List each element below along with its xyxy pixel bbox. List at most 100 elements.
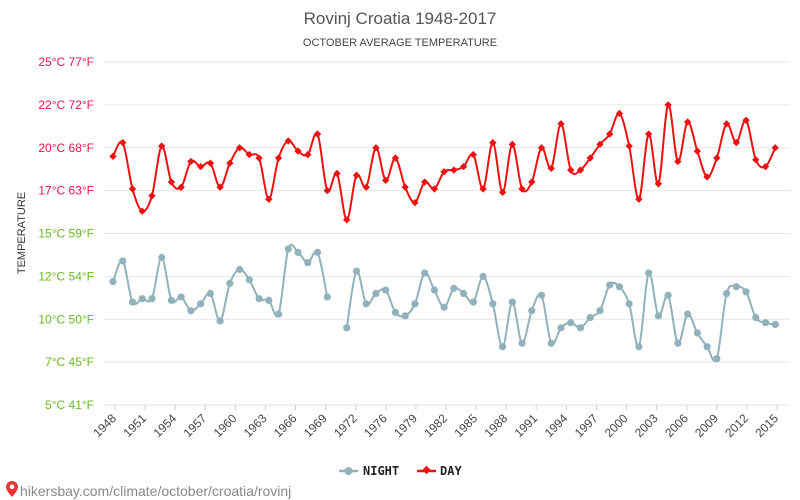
- data-point-night[interactable]: [109, 277, 117, 286]
- data-point-night[interactable]: [313, 248, 322, 256]
- data-point-night[interactable]: [197, 300, 205, 308]
- data-point-day[interactable]: [274, 154, 283, 162]
- data-point-night[interactable]: [148, 295, 156, 303]
- data-point-night[interactable]: [674, 339, 682, 347]
- data-point-night[interactable]: [216, 317, 224, 325]
- data-point-night[interactable]: [722, 289, 731, 298]
- data-point-day[interactable]: [498, 188, 507, 197]
- data-point-night[interactable]: [401, 312, 409, 320]
- data-point-day[interactable]: [177, 183, 185, 191]
- data-point-day[interactable]: [304, 150, 312, 159]
- data-point-night[interactable]: [576, 324, 585, 332]
- data-point-day[interactable]: [333, 169, 341, 178]
- data-point-night[interactable]: [528, 307, 536, 315]
- data-point-night[interactable]: [684, 310, 692, 318]
- data-point-day[interactable]: [518, 185, 526, 193]
- data-point-day[interactable]: [722, 120, 731, 128]
- data-point-day[interactable]: [674, 157, 682, 166]
- data-point-night[interactable]: [469, 298, 477, 306]
- data-point-day[interactable]: [167, 178, 176, 186]
- data-point-night[interactable]: [742, 288, 750, 296]
- data-point-night[interactable]: [294, 248, 302, 256]
- data-point-day[interactable]: [196, 162, 205, 171]
- data-point-night[interactable]: [450, 284, 458, 292]
- data-point-night[interactable]: [596, 307, 604, 315]
- data-point-day[interactable]: [771, 144, 779, 152]
- data-point-night[interactable]: [236, 265, 244, 274]
- data-point-day[interactable]: [644, 130, 653, 138]
- data-point-night[interactable]: [615, 283, 624, 291]
- data-point-day[interactable]: [343, 216, 351, 224]
- data-point-night[interactable]: [206, 289, 214, 298]
- data-point-day[interactable]: [401, 183, 409, 191]
- data-point-night[interactable]: [606, 281, 614, 289]
- data-point-night[interactable]: [635, 343, 643, 351]
- data-point-night[interactable]: [226, 279, 234, 287]
- data-point-day[interactable]: [459, 162, 468, 171]
- data-point-night[interactable]: [625, 300, 633, 308]
- data-point-day[interactable]: [128, 185, 137, 193]
- data-point-day[interactable]: [411, 198, 419, 207]
- data-point-night[interactable]: [167, 296, 176, 304]
- data-point-night[interactable]: [508, 298, 516, 306]
- data-point-night[interactable]: [693, 329, 701, 337]
- data-point-night[interactable]: [518, 339, 526, 347]
- data-point-night[interactable]: [411, 300, 419, 308]
- data-point-day[interactable]: [352, 171, 361, 179]
- data-point-day[interactable]: [654, 180, 663, 188]
- data-point-day[interactable]: [323, 186, 331, 195]
- data-point-night[interactable]: [119, 257, 127, 265]
- data-point-night[interactable]: [265, 296, 273, 304]
- data-point-night[interactable]: [479, 272, 487, 280]
- data-point-day[interactable]: [596, 140, 604, 148]
- data-point-night[interactable]: [771, 320, 779, 328]
- data-point-night[interactable]: [752, 313, 760, 322]
- data-point-day[interactable]: [703, 173, 711, 181]
- data-point-night[interactable]: [421, 269, 429, 277]
- data-point-day[interactable]: [138, 207, 146, 215]
- data-point-day[interactable]: [450, 166, 458, 174]
- data-point-night[interactable]: [498, 343, 507, 351]
- data-point-night[interactable]: [304, 259, 312, 267]
- data-point-night[interactable]: [372, 289, 380, 298]
- data-point-night[interactable]: [537, 291, 546, 299]
- data-point-day[interactable]: [382, 176, 390, 185]
- data-point-night[interactable]: [567, 319, 575, 327]
- data-point-day[interactable]: [586, 154, 594, 162]
- data-point-day[interactable]: [606, 130, 614, 138]
- data-point-night[interactable]: [352, 267, 361, 275]
- data-point-day[interactable]: [761, 162, 770, 171]
- data-point-day[interactable]: [489, 138, 497, 147]
- data-point-night[interactable]: [654, 312, 662, 320]
- data-point-day[interactable]: [625, 142, 633, 150]
- data-point-night[interactable]: [664, 291, 672, 299]
- data-point-day[interactable]: [109, 152, 117, 161]
- data-point-night[interactable]: [489, 300, 497, 308]
- data-point-day[interactable]: [537, 144, 546, 152]
- data-point-night[interactable]: [245, 276, 253, 284]
- data-point-night[interactable]: [761, 319, 770, 327]
- data-point-day[interactable]: [528, 178, 536, 186]
- data-point-night[interactable]: [430, 286, 438, 294]
- data-point-day[interactable]: [576, 166, 585, 174]
- data-point-day[interactable]: [119, 138, 127, 147]
- data-point-night[interactable]: [732, 283, 740, 291]
- data-point-night[interactable]: [343, 324, 351, 332]
- data-point-day[interactable]: [430, 185, 439, 193]
- data-point-night[interactable]: [255, 295, 263, 303]
- data-point-night[interactable]: [187, 307, 195, 315]
- data-point-day[interactable]: [187, 157, 195, 166]
- data-point-night[interactable]: [713, 355, 721, 363]
- data-point-night[interactable]: [274, 310, 283, 318]
- legend-item-day[interactable]: DAY: [417, 464, 462, 478]
- data-point-day[interactable]: [226, 159, 234, 167]
- data-point-day[interactable]: [693, 147, 702, 155]
- data-point-day[interactable]: [713, 154, 721, 162]
- data-point-night[interactable]: [391, 308, 400, 316]
- footer-link[interactable]: hikersbay.com/climate/october/croatia/ro…: [20, 483, 291, 499]
- data-point-night[interactable]: [460, 289, 468, 298]
- data-point-night[interactable]: [284, 245, 292, 253]
- data-point-night[interactable]: [547, 339, 555, 347]
- data-point-night[interactable]: [158, 253, 166, 262]
- data-point-night[interactable]: [440, 303, 448, 311]
